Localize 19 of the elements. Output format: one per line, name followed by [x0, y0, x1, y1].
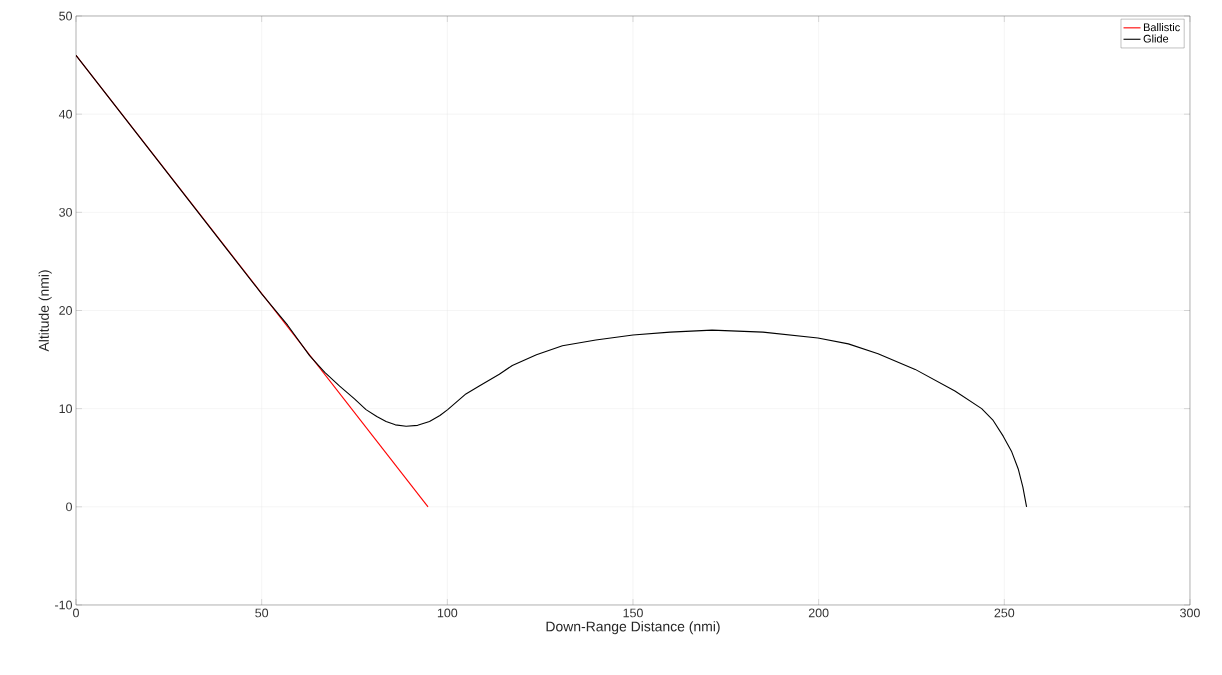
y-tick-label: -10 — [55, 600, 72, 610]
x-tick-label: 300 — [1180, 608, 1200, 618]
y-tick-label: 40 — [58, 109, 72, 119]
line-series — [76, 54, 1028, 508]
y-tick-label: 0 — [66, 502, 72, 512]
x-tick-label: 150 — [623, 608, 643, 618]
y-tick-label: 30 — [59, 207, 72, 217]
legend-label: Ballistic — [1143, 23, 1180, 32]
y-tick-label: 20 — [59, 306, 72, 315]
x-tick-label: 50 — [255, 608, 269, 618]
x-tick-label: 200 — [808, 608, 829, 618]
x-tick-label: 250 — [994, 608, 1015, 618]
x-tick-label: 100 — [437, 608, 458, 618]
y-tick-label: 10 — [59, 404, 72, 414]
x-tick-label: 0 — [73, 608, 79, 618]
y-tick-label: 50 — [59, 11, 72, 21]
x-axis-title: Down-Range Distance (nmi) — [546, 621, 720, 635]
legend-label: Glide — [1143, 34, 1169, 43]
y-axis-title: Altitude (nmi) — [38, 270, 52, 352]
